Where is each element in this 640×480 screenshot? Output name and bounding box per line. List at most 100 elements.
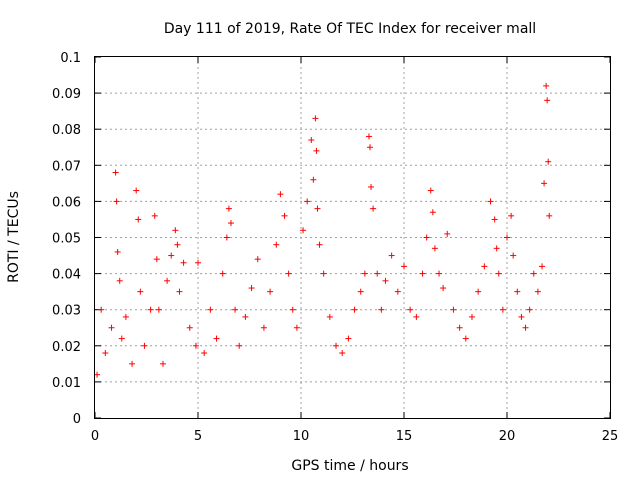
data-point	[518, 313, 525, 320]
data-point	[436, 270, 443, 277]
data-point	[440, 285, 447, 292]
data-point	[176, 288, 183, 295]
data-point	[102, 350, 109, 357]
grid	[95, 57, 610, 418]
y-tick-label: 0.05	[52, 232, 81, 247]
data-point	[195, 259, 201, 266]
data-point	[113, 198, 120, 205]
data-point	[429, 209, 436, 216]
data-point	[333, 342, 340, 349]
data-point	[227, 220, 234, 227]
data-point	[168, 252, 175, 259]
data-point	[541, 180, 548, 187]
data-point	[491, 216, 498, 223]
data-point	[468, 313, 475, 320]
x-tick-label: 15	[396, 429, 413, 444]
y-tick-label: 0.06	[52, 195, 81, 210]
data-point	[508, 212, 515, 219]
data-point	[534, 288, 541, 295]
data-point	[475, 288, 482, 295]
data-point	[456, 324, 463, 331]
x-tick-label: 25	[602, 429, 619, 444]
data-point	[223, 234, 230, 241]
y-tick-label: 0.03	[52, 304, 81, 319]
data-point	[316, 241, 323, 248]
data-point	[308, 137, 315, 144]
data-point	[326, 313, 333, 320]
y-tick-label: 0	[73, 412, 81, 427]
data-point	[514, 288, 521, 295]
data-point	[382, 277, 389, 284]
data-point	[545, 158, 552, 165]
data-point	[285, 270, 292, 277]
y-tick-label: 0.04	[52, 268, 81, 283]
data-point	[304, 198, 311, 205]
data-point	[419, 270, 426, 277]
x-tick-label: 5	[194, 429, 202, 444]
data-point	[394, 288, 401, 295]
data-point	[300, 227, 307, 234]
data-point	[172, 227, 179, 234]
data-point	[118, 335, 125, 342]
data-point	[499, 306, 506, 313]
x-axis-ticks: 0 5 10 15 20 25	[91, 57, 618, 444]
data-point	[277, 191, 284, 198]
data-point	[361, 270, 368, 277]
data-point	[543, 82, 550, 89]
data-point	[213, 335, 220, 342]
data-point	[219, 270, 226, 277]
data-point	[481, 263, 488, 270]
y-axis-label: ROTI / TECUs	[6, 191, 22, 283]
data-point	[293, 324, 300, 331]
data-point	[273, 241, 280, 248]
data-point	[147, 306, 154, 313]
data-point	[267, 288, 274, 295]
data-point	[133, 187, 140, 194]
y-tick-label: 0.01	[52, 376, 81, 391]
data-point	[539, 263, 546, 270]
data-point	[310, 176, 317, 183]
data-point	[504, 234, 510, 241]
data-point	[242, 313, 249, 320]
data-point	[164, 277, 171, 284]
data-point	[423, 234, 430, 241]
y-tick-label: 0.02	[52, 340, 81, 355]
data-point	[444, 230, 451, 237]
x-tick-label: 10	[293, 429, 310, 444]
x-tick-label: 0	[91, 429, 99, 444]
data-point	[180, 259, 187, 266]
data-point	[155, 306, 162, 313]
data-point	[368, 183, 375, 190]
data-point	[135, 216, 142, 223]
data-point	[129, 360, 136, 367]
data-point	[546, 212, 553, 219]
data-point	[427, 187, 434, 194]
data-point	[94, 371, 101, 378]
data-point	[544, 97, 551, 104]
data-point	[201, 350, 208, 357]
data-point	[232, 306, 239, 313]
data-point	[112, 169, 119, 176]
data-point	[281, 212, 288, 219]
data-point	[207, 306, 214, 313]
data-point	[450, 306, 457, 313]
data-point	[495, 270, 502, 277]
data-point	[370, 205, 377, 212]
data-point	[345, 335, 352, 342]
data-point	[153, 256, 160, 263]
y-tick-label: 0.09	[52, 87, 81, 102]
data-point	[339, 350, 346, 357]
data-point	[413, 313, 420, 320]
plot-frame	[94, 56, 611, 419]
data-point	[98, 306, 105, 313]
data-point	[108, 324, 115, 331]
data-point	[357, 288, 364, 295]
data-point	[407, 306, 414, 313]
data-point	[374, 270, 381, 277]
data-point	[312, 115, 319, 122]
x-axis-label: GPS time / hours	[291, 458, 408, 474]
data-point	[137, 288, 144, 295]
data-point	[192, 342, 199, 349]
data-point	[116, 277, 123, 284]
data-point	[122, 313, 129, 320]
